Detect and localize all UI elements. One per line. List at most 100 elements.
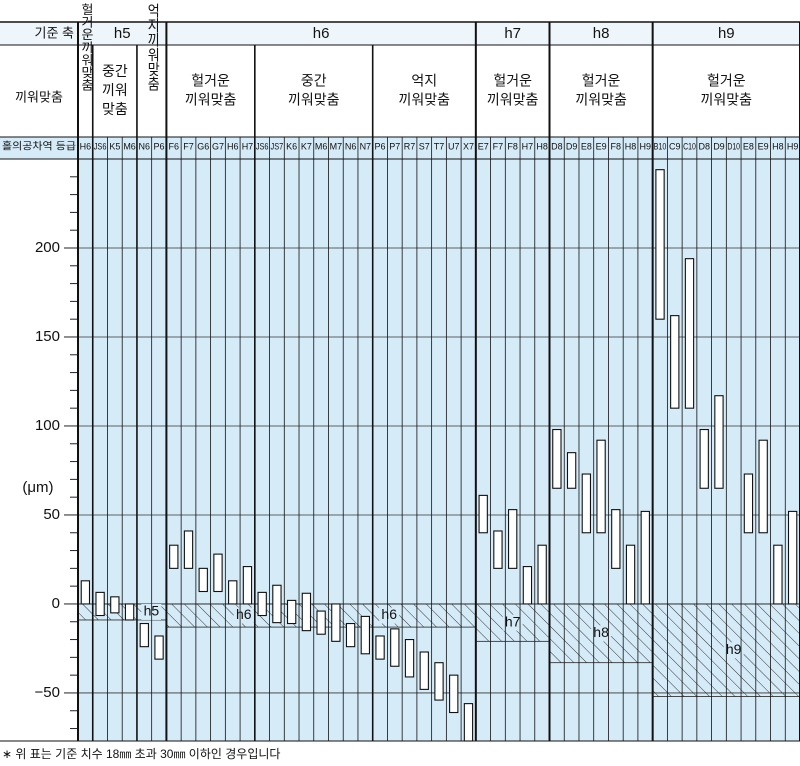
tolerance-bar — [566, 452, 577, 489]
class-label: E8 — [743, 141, 754, 151]
tolerance-bar — [169, 544, 179, 569]
class-label: M6 — [315, 141, 328, 151]
class-label: C10 — [683, 141, 696, 151]
class-label: H7 — [242, 141, 254, 151]
tolerance-bar — [124, 603, 135, 621]
class-label: F8 — [507, 141, 518, 151]
tolerance-bar — [625, 544, 636, 605]
tolerance-bar — [773, 544, 783, 605]
base-label: 기준 축 — [35, 25, 75, 40]
class-label: JS7 — [271, 141, 284, 151]
class-label: H9 — [640, 141, 652, 151]
class-label: 홀의공차역 등급 — [2, 140, 76, 153]
tolerance-bar — [198, 567, 208, 593]
class-label: H8 — [625, 141, 637, 151]
y-tick-label: 200 — [35, 239, 60, 256]
tolerance-bar — [242, 566, 253, 605]
fit-label: 억지끼워맞춤 — [145, 3, 160, 91]
class-label: U7 — [448, 141, 460, 151]
tolerance-bar — [95, 591, 105, 617]
class-label: T7 — [434, 141, 445, 151]
tolerance-bar — [640, 510, 650, 605]
tolerance-bar — [257, 591, 267, 617]
class-label: D8 — [551, 141, 563, 151]
tolerance-bar — [670, 315, 680, 409]
class-label: X7 — [463, 141, 474, 151]
tolerance-bar — [758, 439, 768, 534]
class-label: F7 — [183, 141, 194, 151]
tolerance-bar — [684, 258, 695, 409]
class-label: D9 — [566, 141, 578, 151]
footnote: ∗ 위 표는 기준 치수 18㎜ 초과 30㎜ 이하인 경우입니다 — [2, 747, 280, 761]
tolerance-bar — [596, 439, 606, 534]
tolerance-bar — [213, 553, 223, 593]
shaft-label: h8 — [593, 25, 610, 42]
zone-label: h7 — [505, 613, 521, 629]
tolerance-bar — [286, 599, 297, 625]
tolerance-bar — [581, 473, 592, 534]
shaft-label: h7 — [504, 25, 521, 42]
class-label: P6 — [375, 141, 386, 151]
fit-label: 헐거운끼워맞춤 — [79, 3, 94, 91]
class-label: H6 — [80, 141, 92, 151]
class-label: B10 — [654, 141, 667, 151]
class-label: F8 — [611, 141, 622, 151]
class-label: K7 — [301, 141, 312, 151]
class-label: E8 — [581, 141, 592, 151]
tolerance-bar — [537, 544, 547, 605]
class-label: D8 — [698, 141, 710, 151]
class-label: D10 — [727, 141, 740, 151]
zone-label: h6 — [381, 606, 397, 622]
tolerance-bar — [655, 169, 665, 320]
class-label: H6 — [227, 141, 239, 151]
zone-label-bg — [233, 607, 254, 624]
class-label: H7 — [522, 141, 534, 151]
class-label: E9 — [758, 141, 769, 151]
tolerance-bar — [345, 622, 356, 648]
tolerance-bar — [463, 703, 474, 742]
class-label: P7 — [389, 141, 400, 151]
class-label: D9 — [713, 141, 725, 151]
class-label: JS6 — [256, 141, 269, 151]
class-label: F7 — [493, 141, 504, 151]
tolerance-bar — [478, 494, 488, 534]
class-label: P6 — [154, 141, 165, 151]
tolerance-bar — [183, 530, 194, 569]
tolerance-bar — [360, 615, 371, 655]
tolerance-bar — [316, 610, 326, 635]
class-row-bg — [0, 137, 800, 159]
y-tick-label: 150 — [35, 328, 60, 345]
tolerance-bar — [139, 622, 149, 648]
tolerance-bar — [228, 580, 238, 605]
class-label: N6 — [345, 141, 357, 151]
fit-label: 끼워맞춤 — [15, 89, 63, 104]
zone-label-bg — [502, 614, 523, 631]
class-label: M7 — [330, 141, 343, 151]
tolerance-bar — [331, 603, 341, 642]
tolerance-bar — [419, 651, 429, 690]
tolerance-bar — [507, 509, 518, 569]
class-label: H9 — [787, 141, 799, 151]
class-label: E7 — [478, 141, 489, 151]
zone-label-bg — [591, 625, 612, 642]
tolerance-bar — [154, 635, 164, 660]
tolerance-bar — [699, 428, 709, 489]
class-label: H8 — [772, 141, 784, 151]
zone-label: h6 — [236, 606, 252, 622]
class-label: E9 — [596, 141, 607, 151]
class-label: F6 — [169, 141, 180, 151]
class-label: C9 — [669, 141, 681, 151]
class-label: G7 — [212, 141, 224, 151]
class-label: S7 — [419, 141, 430, 151]
tolerance-bar — [272, 584, 282, 624]
tolerance-bar — [449, 674, 459, 714]
header-bg — [0, 22, 800, 45]
tolerance-bar — [434, 662, 444, 701]
